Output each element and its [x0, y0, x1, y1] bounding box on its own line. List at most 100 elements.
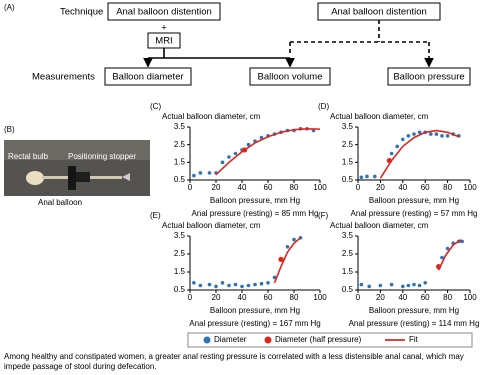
row-label: Technique [60, 7, 103, 18]
point [266, 281, 270, 285]
y-tick-label: 1.5 [342, 267, 354, 276]
point [292, 237, 296, 242]
y-tick-label: 0.5 [174, 175, 186, 184]
node: Anal balloon distention [331, 7, 427, 18]
x-tick-label: 100 [313, 293, 327, 302]
chart-title: Actual balloon diameter, cm [162, 221, 261, 230]
point [259, 281, 264, 286]
connectors [148, 20, 434, 66]
point [412, 132, 416, 136]
x-tick-label: 40 [398, 183, 407, 192]
legend-box [187, 332, 473, 348]
x-tick-label: 100 [463, 293, 477, 302]
y-tick-label: 1.5 [342, 157, 354, 166]
point [220, 160, 225, 165]
y-tick-label: 0.5 [342, 285, 354, 294]
x-axis-label: Balloon pressure, mm Hg [369, 196, 459, 205]
x-axis-label: Balloon pressure, mm Hg [210, 196, 300, 205]
point [423, 281, 428, 285]
point [359, 175, 364, 180]
point [253, 282, 257, 287]
chart-title: Actual balloon diameter, cm [162, 112, 261, 121]
caption: Among healthy and constipated women, a g… [4, 352, 464, 371]
y-tick-label: 3.5 [342, 122, 354, 131]
annotation: Anal pressure (resting) = 57 mm Hg [351, 209, 478, 218]
x-tick-label: 60 [264, 293, 273, 302]
legend-marker [203, 336, 211, 344]
panel-label: (D) [318, 102, 329, 111]
photo-label: Anal balloon [38, 198, 82, 207]
point [192, 281, 196, 285]
y-tick-label: 3.5 [342, 231, 354, 240]
panel-label: (F) [318, 211, 329, 220]
fit-line [379, 129, 460, 179]
point [395, 144, 400, 149]
point [365, 174, 369, 179]
y-tick-label: 2.5 [174, 140, 186, 149]
node: Balloon pressure [393, 72, 464, 83]
row-label: Measurements [32, 72, 95, 83]
point [246, 142, 251, 147]
photo-label: Rectal bulb [8, 152, 49, 161]
panel-label: (A) [4, 3, 15, 12]
legend-marker [264, 336, 272, 344]
point [412, 282, 416, 287]
point [207, 282, 212, 287]
x-tick-label: 20 [212, 293, 221, 302]
y-tick-label: 3.5 [174, 122, 186, 131]
point [278, 256, 284, 262]
x-tick-label: 60 [421, 293, 430, 302]
point [401, 284, 405, 289]
x-tick-label: 60 [421, 183, 430, 192]
photo [4, 140, 150, 196]
legend-label: Fit [409, 335, 419, 344]
x-tick-label: 20 [212, 183, 221, 192]
chart-title: Actual balloon diameter, cm [330, 112, 429, 121]
node: Balloon diameter [112, 72, 183, 83]
point [440, 134, 444, 138]
x-tick-label: 80 [443, 293, 452, 302]
x-tick-label: 20 [376, 183, 385, 192]
plus: + [161, 23, 167, 34]
point [373, 174, 377, 179]
panel-label: (B) [4, 125, 15, 134]
legend-label: Diameter [214, 335, 247, 344]
point [285, 245, 290, 249]
x-tick-label: 80 [290, 293, 299, 302]
point [460, 239, 464, 244]
point [214, 284, 218, 289]
x-axis-label: Balloon pressure, mm Hg [369, 306, 459, 315]
x-tick-label: 40 [238, 293, 247, 302]
point [445, 246, 450, 251]
point [227, 155, 231, 159]
point [389, 282, 394, 287]
node-box [387, 67, 471, 86]
panel-label: (E) [150, 211, 161, 220]
x-tick-label: 0 [188, 183, 193, 192]
y-tick-label: 0.5 [342, 175, 354, 184]
point [233, 151, 238, 156]
panel-label: (C) [150, 102, 161, 111]
node-box [107, 2, 221, 21]
point [429, 132, 433, 136]
point [378, 283, 383, 288]
y-tick-label: 3.5 [174, 231, 186, 240]
point [272, 275, 277, 280]
annotation: Anal pressure (resting) = 114 mm Hg [349, 319, 480, 328]
node: Anal balloon distention [116, 7, 212, 18]
y-tick-label: 0.5 [174, 285, 186, 294]
fit-line [273, 237, 302, 284]
legend-label: Diameter (half pressure) [275, 335, 362, 344]
node-box [249, 67, 331, 86]
annotation: Anal pressure (resting) = 85 mm Hg [192, 209, 319, 218]
x-tick-label: 40 [398, 293, 407, 302]
point [227, 283, 231, 288]
point [198, 171, 203, 175]
point [401, 137, 405, 142]
photo-label: Positioning stopper [68, 152, 136, 161]
point [246, 283, 251, 288]
point [198, 283, 203, 288]
point [389, 151, 394, 156]
